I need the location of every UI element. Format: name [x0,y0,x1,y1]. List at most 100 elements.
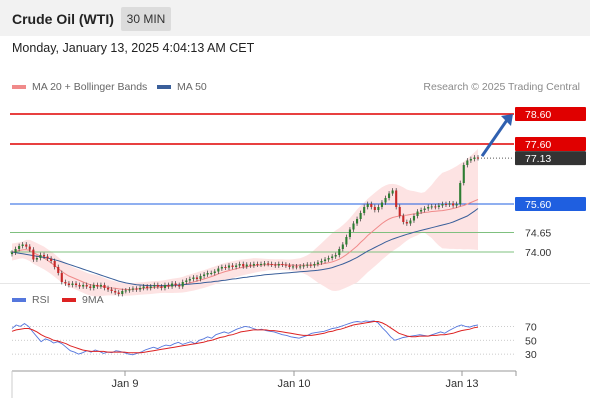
candle-body [160,286,163,288]
candle-body [142,286,145,288]
candle-body [46,256,49,259]
candle-body [167,285,170,287]
candle-body [462,165,465,183]
candle-body [256,264,259,265]
candle-body [195,277,199,279]
candle-body [21,244,24,246]
candle-body [92,285,95,288]
candle-body [373,207,376,210]
candle-body [355,219,359,224]
candle-body [384,198,387,203]
candle-body [430,206,433,208]
candle-body [96,285,99,287]
candle-body [370,204,373,207]
candle-body [405,222,408,224]
candle-body [188,279,191,281]
candle-body [334,255,337,257]
rsi-ma-line [11,321,479,354]
candle-body [302,265,305,267]
candle-body [459,183,462,204]
candle-body [331,256,334,258]
bollinger-band [12,148,478,297]
candle-body [10,252,14,255]
level-labels-layer: 78.60 77.60 77.13 75.60 74.65 74.00 [515,107,586,259]
candle-body [270,264,273,265]
candle-body [327,258,330,260]
candle-body [249,264,252,266]
legend-rsi: RSI [12,294,50,306]
candle-body [441,204,444,206]
level-badge-3 [515,197,586,211]
candle-body [277,264,280,266]
candle-body [128,289,131,291]
candle-body [345,237,348,245]
candle-body [348,229,351,237]
candle-body [25,244,28,247]
candle-body [306,264,309,266]
level-label-2: 77.13 [525,153,551,165]
candle-body [124,290,127,292]
candle-body [227,265,231,268]
candle-body [224,267,227,268]
timeframe-badge[interactable]: 30 MIN [121,7,171,31]
candle-body [427,207,430,209]
legend-ma20-bollinger: MA 20 + Bollinger Bands [12,81,147,93]
legend-9ma-label: 9MA [82,294,104,306]
candle-body [57,267,60,273]
candle-body [110,289,113,291]
level-label-5: 74.00 [525,247,551,259]
candle-body [174,283,177,285]
instrument-title: Crude Oil (WTI) [12,11,114,27]
x-tick-label-0: Jan 9 [112,378,139,390]
rsi-panel: 70 50 30 [11,320,537,361]
forecast-arrow-shaft [480,119,509,157]
candle-body [423,208,426,210]
candle-body [359,213,362,219]
candle-body [263,263,266,265]
candle-body [106,288,110,290]
candle-body [149,286,152,288]
candle-body [71,283,74,285]
candle-body [288,265,291,267]
candle-body [114,291,117,293]
candle-body [171,283,174,287]
candle-body [274,264,277,266]
level-badge-0 [515,107,586,121]
forecast-arrow-head [501,114,513,126]
candle-body [85,285,88,287]
candle-body [185,280,188,282]
candle-body [206,273,209,275]
candle-body [420,210,423,212]
candle-body [135,288,138,290]
candle-body [238,264,241,266]
rsi-swatch [12,298,26,302]
candle-body [14,249,17,253]
candle-body [139,288,142,290]
candle-body [220,267,223,269]
candle-body [178,285,181,287]
candle-body [455,204,458,206]
candle-body [316,262,319,264]
candle-body [235,265,238,267]
candle-body [146,286,149,288]
candle-body [252,264,255,266]
candle-body [395,190,398,207]
candle-body [117,292,120,294]
rsi-tick-30: 30 [525,349,537,361]
candle-body [53,261,56,267]
candle-body [402,216,405,222]
forecast-arrow-layer [480,114,513,157]
candle-body [42,255,46,257]
x-tick-label-1: Jan 10 [277,378,310,390]
candle-body [99,285,102,287]
level-badge-1 [515,137,586,151]
candle-body [284,264,287,266]
candle-body [245,264,248,267]
panel-divider [0,283,590,284]
candle-body [28,246,31,250]
ma9-swatch [62,298,76,302]
candle-body [434,206,437,208]
candle-body [352,223,355,230]
candle-body [213,271,216,273]
